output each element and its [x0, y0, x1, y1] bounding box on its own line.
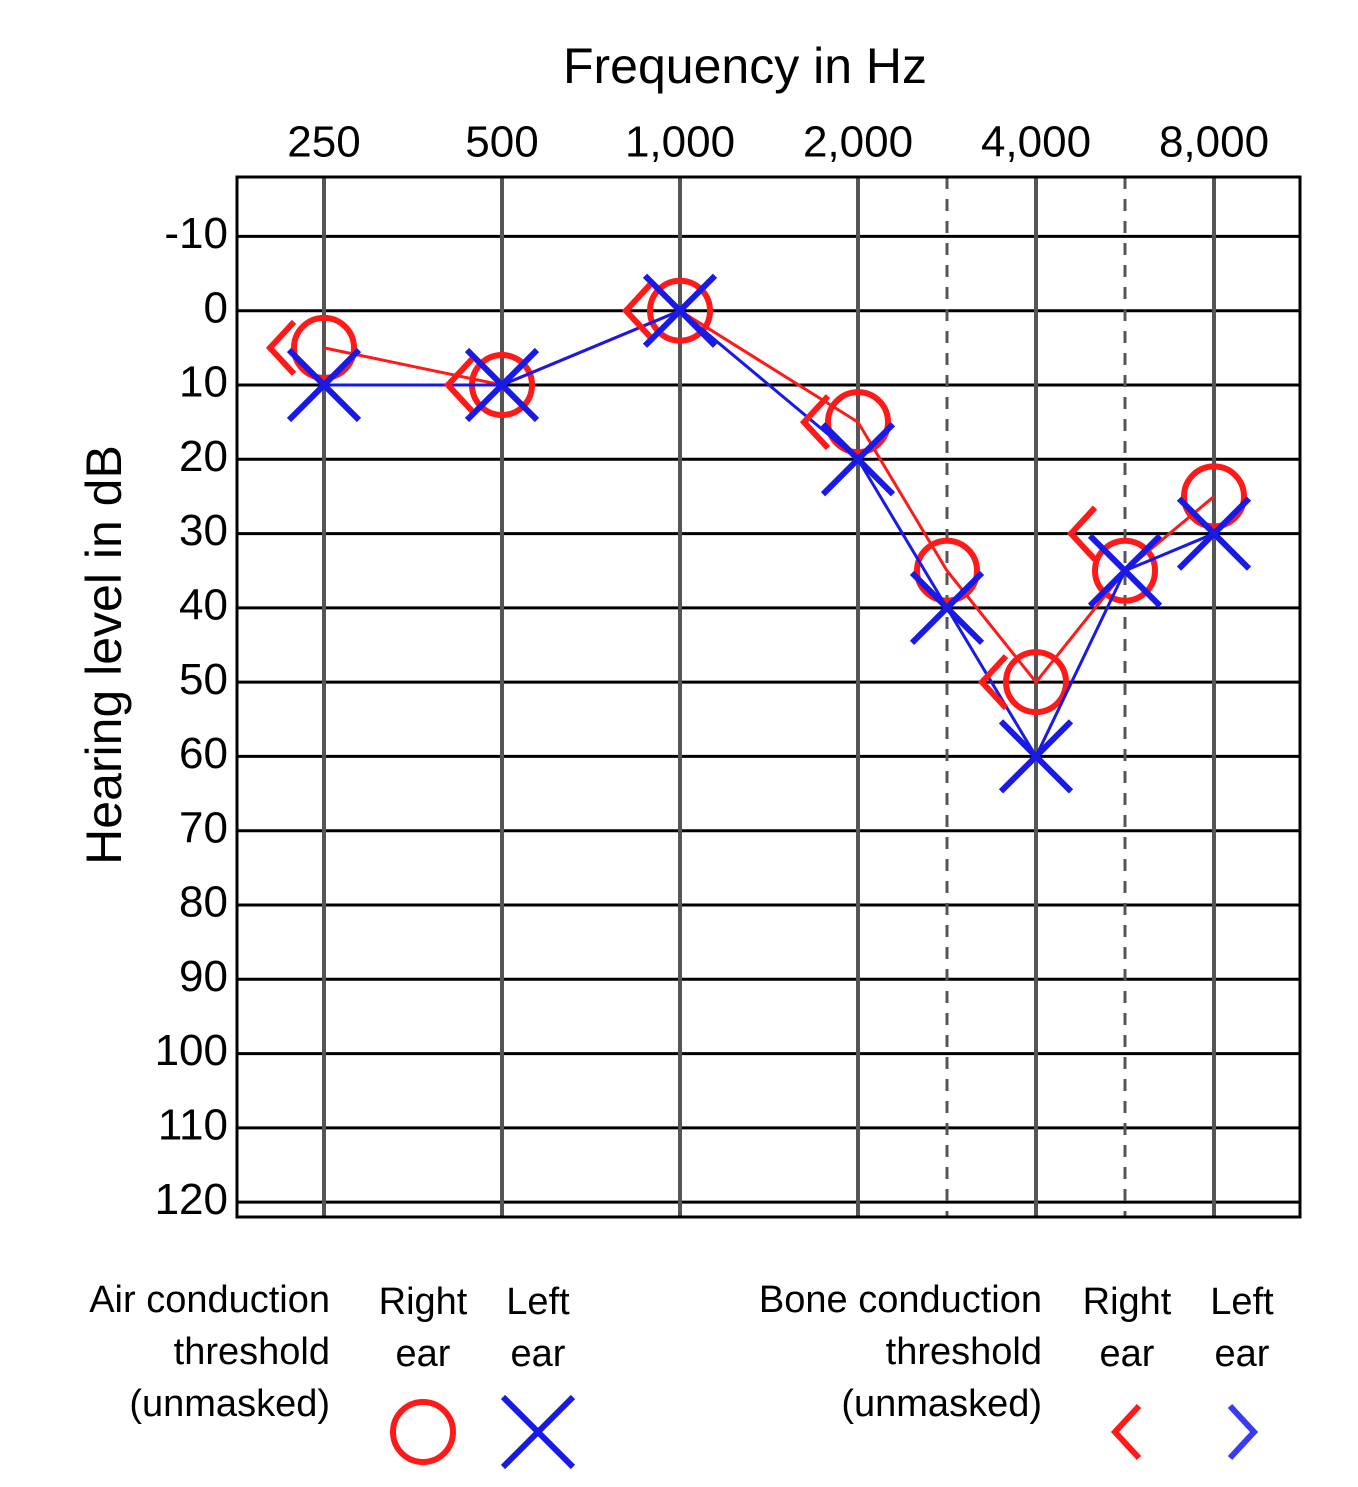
x-tick-label: 500 — [465, 118, 538, 167]
data-point — [1176, 496, 1252, 571]
y-tick-label: 10 — [179, 358, 228, 407]
data-point — [1087, 533, 1163, 608]
legend-label: Left ear — [506, 1281, 570, 1375]
y-tick-label: 70 — [179, 803, 228, 852]
data-point — [998, 719, 1074, 794]
plot-frame — [235, 175, 1302, 1219]
legend-title: Bone conduction — [759, 1279, 1042, 1321]
series-line — [323, 309, 1215, 685]
y-tick-label: 60 — [179, 729, 228, 778]
data-point — [799, 394, 831, 451]
data-point — [443, 356, 475, 414]
legend-label: Right ear — [1082, 1281, 1172, 1375]
legend-label: Left ear — [1210, 1281, 1274, 1375]
legend-symbol — [1227, 1403, 1259, 1461]
y-tick-label: 80 — [179, 878, 228, 927]
data-point — [621, 282, 653, 339]
y-tick-label: -10 — [164, 209, 228, 258]
series-line — [324, 308, 1215, 760]
data-point — [909, 570, 985, 645]
data-point — [265, 319, 297, 376]
data-point — [977, 654, 1009, 711]
x-tick-label: 250 — [287, 118, 360, 167]
y-tick-label: 90 — [179, 952, 228, 1001]
legend-title: (unmasked) — [841, 1383, 1042, 1425]
y-tick-label: 20 — [179, 432, 228, 481]
legend-title: Air conduction — [89, 1279, 330, 1321]
legend-label: Right ear — [378, 1281, 468, 1375]
x-axis-label: Frequency in Hz — [563, 38, 927, 94]
data-point — [464, 347, 540, 423]
data-point — [647, 277, 713, 344]
data-point — [1181, 463, 1247, 530]
legend-title: threshold — [886, 1331, 1042, 1373]
legend-symbol — [390, 1399, 456, 1465]
x-tick-label: 1,000 — [625, 118, 735, 167]
data-point — [286, 347, 362, 423]
y-tick-label: 110 — [158, 1100, 228, 1149]
y-tick-label: 100 — [155, 1026, 228, 1075]
data-point — [642, 273, 718, 348]
y-axis-label: Hearing level in dB — [76, 445, 132, 865]
y-tick-label: 120 — [155, 1175, 228, 1224]
legend-title: (unmasked) — [129, 1383, 330, 1425]
x-tick-label: 2,000 — [803, 118, 913, 167]
legend-title: threshold — [174, 1331, 330, 1373]
y-tick-label: 30 — [179, 506, 228, 555]
data-point — [1003, 649, 1069, 716]
x-tick-label: 4,000 — [981, 118, 1091, 167]
data-point — [820, 422, 896, 497]
y-tick-label: 0 — [204, 283, 228, 332]
data-point — [1092, 537, 1158, 604]
legend-symbol — [500, 1394, 576, 1470]
data-point — [1066, 505, 1098, 562]
y-tick-label: 50 — [179, 655, 228, 704]
y-tick-label: 40 — [179, 580, 228, 629]
data-point — [825, 389, 891, 456]
legend-symbol — [1110, 1403, 1142, 1461]
data-point — [291, 314, 357, 381]
x-tick-label: 8,000 — [1159, 118, 1269, 167]
data-point — [914, 537, 980, 604]
